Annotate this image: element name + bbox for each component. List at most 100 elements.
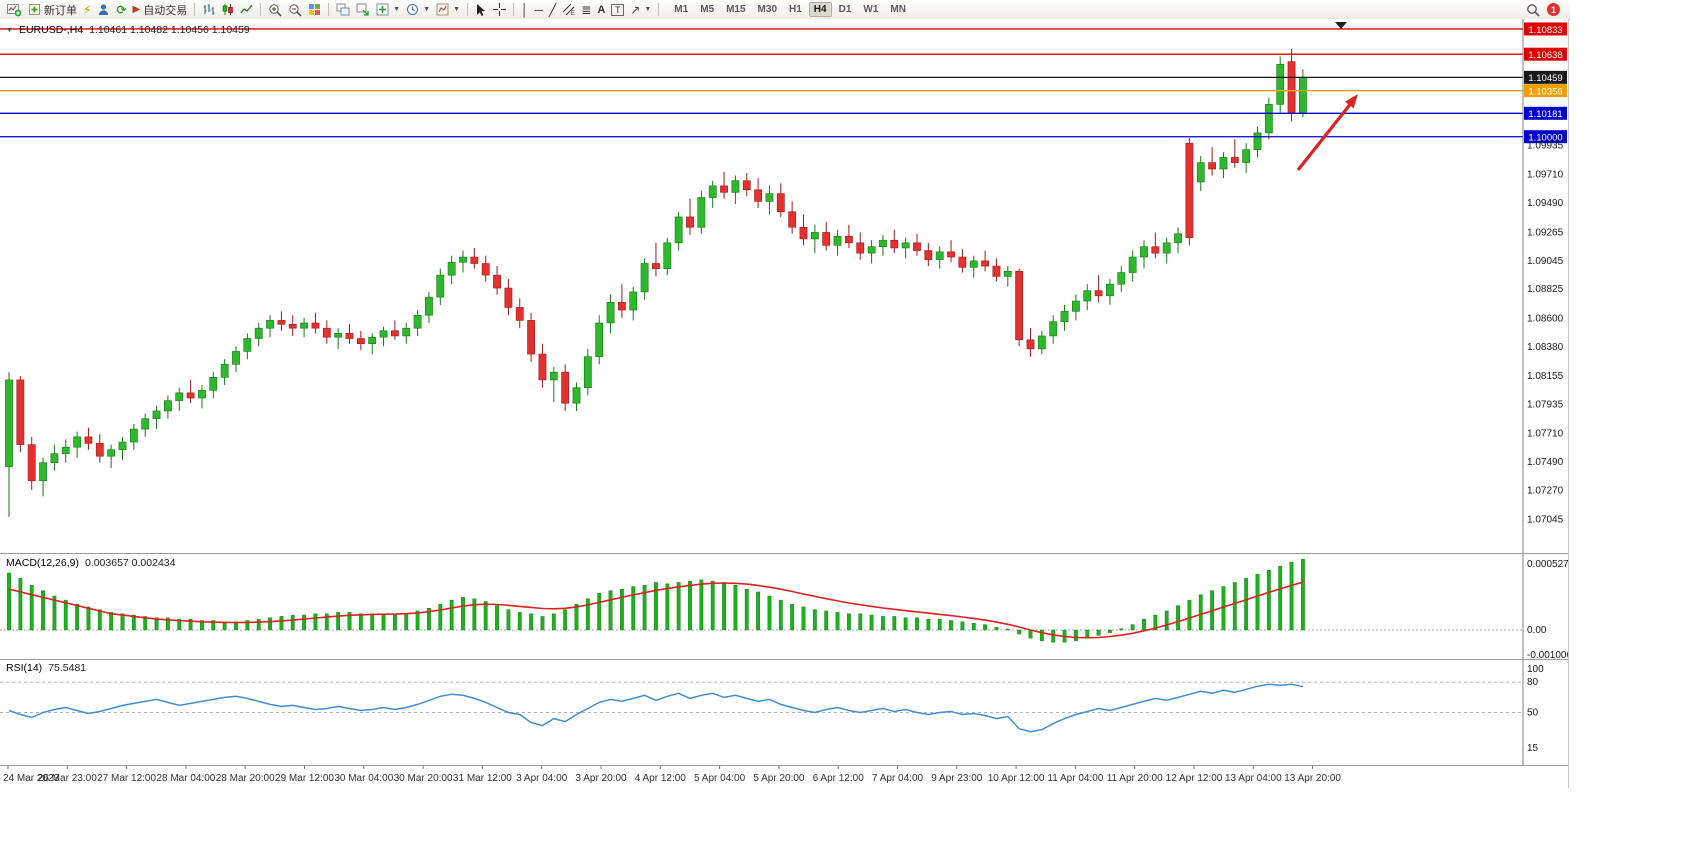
candle-body: [175, 392, 184, 401]
candle-body: [493, 274, 501, 289]
arrange-windows-button[interactable]: [353, 1, 373, 18]
vertical-line-tool[interactable]: │: [518, 1, 532, 18]
price-tag-label: 1.10356: [1528, 86, 1562, 97]
timeframe-m1[interactable]: M1: [674, 4, 689, 15]
person-icon: [99, 4, 109, 15]
candle-body: [924, 250, 933, 260]
candle-body: [266, 320, 274, 329]
new-order-icon: [29, 4, 40, 15]
chevron-down-icon: ▼: [644, 6, 652, 13]
time-axis-label: 11 Apr 04:00: [1047, 773, 1103, 784]
indicators-plus-icon: [376, 3, 389, 16]
candle-body: [129, 428, 138, 443]
new-order-button[interactable]: 新订单: [25, 1, 80, 18]
time-axis-label: 13 Apr 04:00: [1225, 773, 1282, 784]
trendline-tool[interactable]: ╱: [546, 1, 559, 18]
bar-chart-button[interactable]: [199, 1, 218, 18]
candle-body: [595, 322, 604, 357]
candlestick-chart-button[interactable]: [218, 1, 237, 18]
candle-body: [1276, 63, 1285, 105]
price-tag[interactable]: [1524, 130, 1567, 144]
candle-body: [1287, 61, 1296, 114]
collapse-triangle-icon: ▼: [6, 26, 13, 34]
timeframe-mn[interactable]: MN: [890, 4, 906, 15]
lightning-icon: ⚡: [83, 2, 92, 17]
tile-windows-button[interactable]: [305, 1, 324, 18]
macd-axis-label: -0.0010063: [1527, 650, 1568, 659]
metaeditor-button[interactable]: ⚡: [80, 1, 94, 18]
candle-body: [198, 389, 206, 399]
arrows-tool[interactable]: ↗ ▼: [627, 1, 654, 18]
channel-tool[interactable]: E: [559, 1, 578, 18]
tile-windows-icon: [309, 4, 321, 15]
rsi-indicator-name: RSI(14): [6, 662, 43, 674]
candle-body: [913, 242, 921, 251]
fibonacci-tool[interactable]: ≣: [578, 1, 594, 18]
candle-body: [527, 320, 535, 355]
new-chart-button[interactable]: [4, 1, 25, 18]
price-axis-label: 1.08825: [1527, 284, 1564, 295]
templates-button[interactable]: ▼: [433, 1, 463, 18]
crosshair-tool-button[interactable]: [490, 1, 509, 18]
horizontal-line-tool[interactable]: ─: [532, 1, 547, 18]
price-tag[interactable]: [1524, 106, 1567, 120]
rsi-line: [8, 683, 1304, 733]
candle-body: [538, 353, 547, 381]
notification-badge[interactable]: 1: [1547, 3, 1560, 16]
timeframe-d1[interactable]: D1: [838, 4, 852, 15]
refresh-button[interactable]: ⟳: [113, 1, 129, 18]
candle-body: [220, 364, 229, 378]
line-chart-button[interactable]: [237, 1, 256, 18]
candle-body: [890, 239, 899, 249]
price-tag[interactable]: [1524, 70, 1567, 84]
price-axis-label: 1.09935: [1527, 141, 1564, 152]
candle-body: [186, 392, 195, 399]
macd-signal-line: [8, 581, 1304, 639]
price-tag[interactable]: [1524, 22, 1567, 36]
text-label-tool[interactable]: T: [608, 1, 627, 18]
toolbar-separator: [260, 3, 262, 16]
zoom-in-button[interactable]: [265, 1, 285, 18]
chart-shift-marker[interactable]: [1335, 22, 1347, 29]
navigator-button[interactable]: [94, 1, 113, 18]
time-axis-label: 28 Mar 04:00: [156, 773, 215, 784]
candle-body: [1003, 270, 1012, 277]
cursor-tool-button[interactable]: [472, 1, 490, 18]
timeframe-h4[interactable]: H4: [808, 2, 832, 17]
price-axis-label: 1.07490: [1527, 457, 1564, 468]
candle-body: [583, 356, 592, 388]
time-axis-label: 9 Apr 23:00: [931, 773, 983, 784]
trend-arrow-annotation[interactable]: [1296, 94, 1358, 171]
candle-body: [1219, 157, 1228, 170]
zoom-out-icon: [289, 3, 302, 17]
periods-button[interactable]: ▼: [403, 1, 433, 18]
macd-histogram: [7, 559, 1305, 643]
timeframe-w1[interactable]: W1: [863, 4, 879, 15]
candle-body: [1230, 157, 1239, 163]
time-axis-label: 24 Mar 2023: [3, 773, 60, 784]
time-axis-label: 27 Mar 12:00: [97, 773, 156, 784]
timeframe-m30[interactable]: M30: [757, 4, 777, 15]
autotrade-button[interactable]: ▶ 自动交易: [130, 1, 191, 18]
time-axis-label: 29 Mar 12:00: [275, 773, 334, 784]
text-tool[interactable]: A: [594, 1, 608, 18]
timeframe-m5[interactable]: M5: [700, 4, 715, 15]
macd-panel[interactable]: 0.0005274 0.00 -0.0010063: [0, 553, 1568, 659]
price-chart[interactable]: 1.10833 1.10638 1.10459 1.10356 1.10181 1.100…: [0, 19, 1568, 553]
chart-window: 1.10833 1.10638 1.10459 1.10356 1.10181 1.100…: [0, 19, 1569, 788]
search-button[interactable]: [1523, 1, 1543, 18]
price-axis-label: 1.09045: [1527, 256, 1564, 267]
rsi-panel[interactable]: 100 80 50 15: [0, 659, 1568, 765]
zoom-out-button[interactable]: [285, 1, 305, 18]
price-tag[interactable]: [1524, 47, 1567, 61]
macd-values: 0.003657 0.002434: [84, 557, 176, 569]
cascade-windows-button[interactable]: [333, 1, 353, 18]
candle-body: [788, 211, 797, 228]
candles-icon: [222, 4, 234, 15]
price-tag[interactable]: [1524, 84, 1567, 98]
indicators-button[interactable]: ▼: [373, 1, 403, 18]
timeframe-h1[interactable]: H1: [789, 4, 802, 15]
time frame-m15[interactable]: M15: [726, 4, 746, 15]
chart-title: ▼ EURUSD-,H4 1.10461 1.10482 1.10456 1.1…: [6, 24, 250, 36]
